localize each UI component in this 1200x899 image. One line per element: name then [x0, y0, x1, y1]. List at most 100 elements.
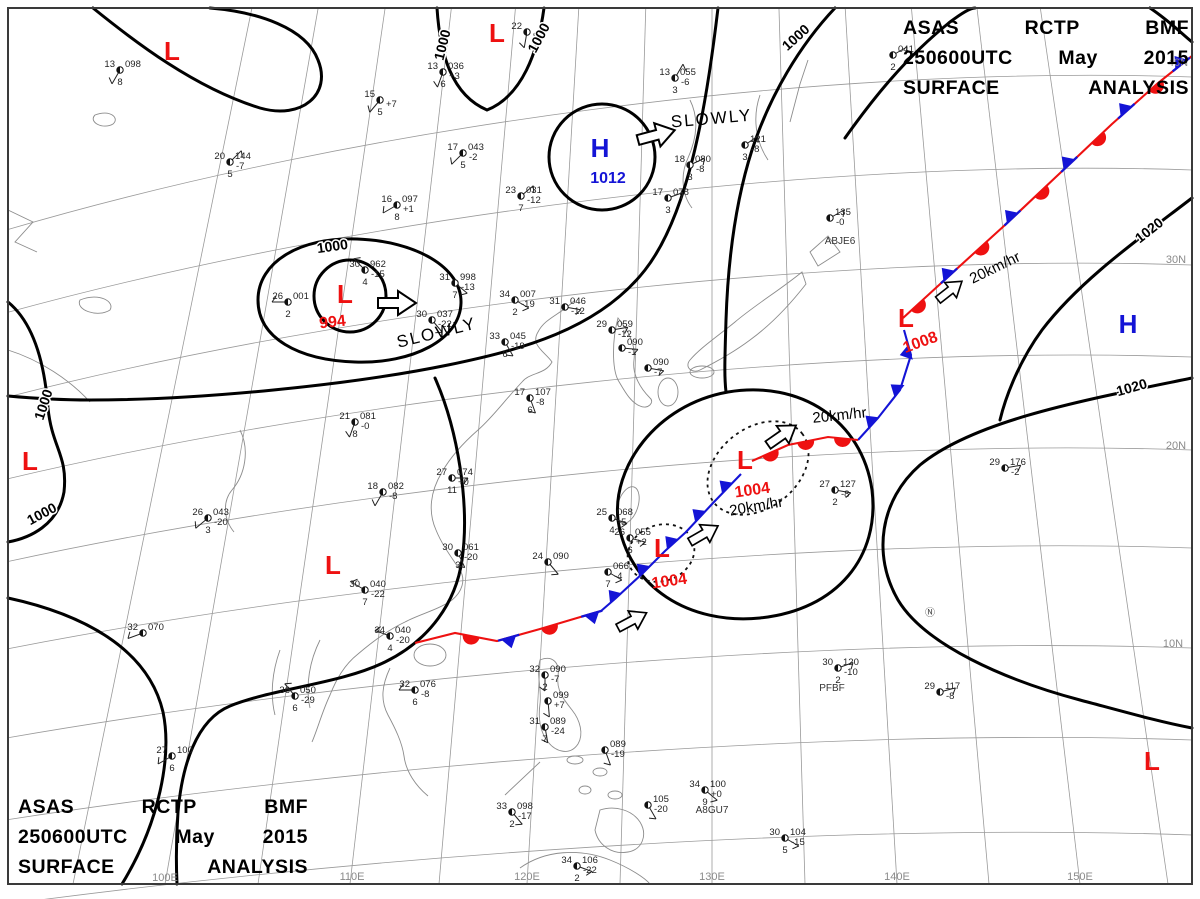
title-word: SURFACE	[18, 856, 115, 878]
wind-barb-tick	[624, 327, 629, 334]
wind-barb-tick	[460, 292, 468, 296]
wind-barb-tick	[157, 756, 160, 765]
wind-barb-tick	[842, 209, 845, 218]
map-text-label: 130E	[699, 871, 725, 883]
station-temperature: 30	[416, 309, 427, 320]
station-pressure: 046	[570, 296, 586, 307]
station-pressure: 121	[750, 134, 766, 145]
station-change: -12	[571, 306, 585, 317]
station-plot: 32 070	[127, 622, 164, 639]
cold-front-triangle	[1119, 103, 1133, 117]
station-change: -20	[396, 635, 410, 646]
cloud-cover-fill	[781, 834, 785, 842]
station-pressure: 045	[510, 331, 526, 342]
cloud-cover-fill	[386, 632, 390, 640]
coast-shikoku	[689, 365, 715, 379]
station-cloud: 3	[742, 152, 747, 163]
meridian-line	[778, 7, 806, 885]
pressure-center-letter: L	[325, 550, 341, 580]
cloud-cover-fill	[411, 686, 415, 694]
map-text-label: 1000	[316, 236, 349, 256]
station-pressure: 007	[520, 289, 536, 300]
cloud-cover-fill	[618, 344, 622, 352]
isobar-southwest	[6, 596, 168, 886]
station-plot: 13 055-6 3	[659, 63, 696, 96]
station-plot: 105-20	[644, 794, 669, 820]
station-pressure: 100	[177, 745, 193, 756]
station-temperature: 32	[399, 679, 410, 690]
station-temperature: 34	[374, 625, 385, 636]
coast-mindanao	[594, 807, 644, 853]
cold-front-triangle	[500, 635, 517, 649]
wind-barb-tick	[702, 158, 705, 166]
coast-luzon	[538, 657, 582, 752]
dashed-oval-low1004-a	[706, 420, 810, 516]
station-temperature: 18	[674, 154, 685, 165]
station-pressure: 070	[148, 622, 164, 633]
parallel-line	[7, 545, 1193, 650]
station-plot: 30 037-22	[416, 309, 453, 334]
station-change: -10	[844, 667, 858, 678]
chart-title-top-right: ASAS RCTP BMF 250600UTC May 2015 SURFACE…	[903, 13, 1189, 103]
title-word: SURFACE	[903, 77, 1000, 99]
station-plot: 34 007-19 2	[499, 289, 535, 318]
station-plot: 29 117-8	[924, 681, 960, 702]
pressure-center-low: L	[325, 550, 341, 580]
isobar-1000-northeast	[723, 6, 837, 394]
station-cloud: 6	[627, 545, 632, 556]
station-cloud: 8	[394, 212, 399, 223]
station-pressure: 100	[710, 779, 726, 790]
station-plot: 090-7	[644, 357, 669, 378]
station-change: -19	[521, 299, 535, 310]
wind-barb-tick	[710, 799, 718, 803]
parallel-line	[7, 74, 1193, 230]
station-temperature: 31	[549, 296, 560, 307]
station-temperature: 17	[514, 387, 525, 398]
pressure-center-letter: L	[1144, 746, 1160, 776]
movement-arrows	[377, 121, 964, 633]
wind-barb-tick	[541, 739, 548, 744]
cold-front-triangle	[1004, 210, 1019, 224]
station-pressure: 127	[840, 479, 856, 490]
station-pressure: 089	[610, 739, 626, 750]
station-change: +3	[449, 71, 460, 82]
parallel-line	[7, 645, 1193, 739]
title-word: BMF	[264, 796, 308, 818]
station-cloud: 3	[687, 172, 692, 183]
station-cloud: 2	[890, 62, 895, 73]
station-plot: 30 104-15 5	[769, 827, 805, 856]
map-text-label: 20km/hr	[812, 404, 868, 427]
cloud-cover-fill	[454, 549, 458, 557]
wind-barb-tick	[353, 257, 361, 260]
station-plot: 17 107-8 6	[514, 387, 550, 416]
station-change: -6	[681, 77, 689, 88]
station-temperature: 26	[614, 527, 625, 538]
station-change: -22	[583, 865, 597, 876]
cloud-cover-fill	[459, 149, 463, 157]
station-pressure: 120	[843, 657, 859, 668]
wind-barb-tick	[463, 477, 469, 484]
title-word: 250600UTC	[903, 47, 1013, 69]
station-plot: 29 176-2	[989, 457, 1025, 478]
station-change: -20	[214, 517, 228, 528]
cold-front-triangle	[583, 610, 600, 625]
wind-barb-tick	[1017, 465, 1022, 472]
station-pressure: 061	[463, 542, 479, 553]
parallel-line	[7, 167, 1193, 313]
title-word: May	[175, 826, 215, 848]
station-change: -12	[618, 329, 632, 340]
wind-barb-tick	[382, 205, 385, 214]
cloud-cover-fill	[376, 96, 380, 104]
movement-arrow-icon	[934, 280, 964, 305]
station-change: 9	[533, 31, 538, 42]
station-pressure: 089	[550, 716, 566, 727]
warm-front-bump	[910, 298, 926, 314]
station-plot: 13 036+3 6	[427, 61, 463, 90]
station-pressure: 098	[125, 59, 141, 70]
station-cloud: 6	[292, 703, 297, 714]
station-cloud: 3	[665, 205, 670, 216]
station-cloud: 5	[377, 107, 382, 118]
movement-arrow-icon	[635, 121, 677, 149]
coast-japan-honshu	[687, 271, 807, 372]
